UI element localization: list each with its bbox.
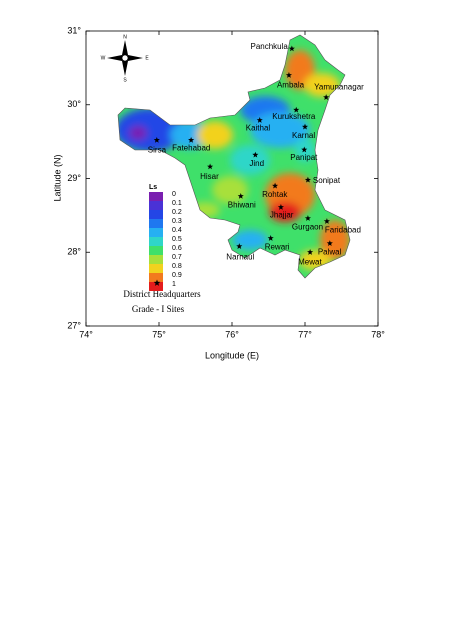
- y-tick-label: 27°: [67, 320, 81, 330]
- district-label: Bhiwani: [228, 200, 256, 209]
- district-label: Sonipat: [313, 176, 341, 185]
- district-marker: [323, 94, 330, 100]
- district-label: Hisar: [200, 172, 219, 181]
- district-marker: [272, 182, 279, 189]
- district-label: Sirsa: [148, 145, 167, 154]
- legend-swatch: [149, 237, 163, 246]
- district-label: Gurgaon: [292, 222, 323, 231]
- state-border: [117, 34, 351, 279]
- district-marker: [277, 204, 284, 210]
- district-marker: [323, 218, 330, 224]
- district-marker: [307, 249, 314, 255]
- legend-swatch: [149, 210, 163, 219]
- district-marker: [301, 123, 309, 130]
- x-tick-label: 78°: [371, 329, 385, 339]
- legend-note: Grade - I Sites: [132, 304, 185, 314]
- district-marker: [188, 136, 195, 143]
- legend-swatch: [149, 282, 163, 291]
- district-marker: [267, 235, 274, 241]
- district-marker: [293, 106, 300, 113]
- legend-swatch: [149, 264, 163, 273]
- legend-label: 0.6: [172, 245, 182, 252]
- district-marker: [207, 163, 214, 170]
- legend-title: Ls: [149, 184, 157, 191]
- y-axis-label: Latitude (N): [52, 154, 62, 201]
- legend-label: 0: [172, 191, 176, 198]
- compass-label: S: [123, 77, 127, 83]
- y-tick-label: 28°: [67, 247, 81, 257]
- district-label: Fatehabad: [172, 143, 210, 152]
- district-label: Panipat: [290, 153, 318, 162]
- compass-label: W: [101, 55, 106, 61]
- district-label: Kaithal: [246, 123, 271, 132]
- district-marker: [256, 117, 263, 123]
- x-axis-label: Longitude (E): [205, 350, 259, 360]
- legend-label: 0.2: [172, 209, 182, 216]
- district-marker: [326, 240, 333, 246]
- district-label: Ambala: [277, 80, 305, 89]
- district-label: Palwal: [318, 248, 342, 257]
- legend-swatch: [149, 228, 163, 237]
- district-label: Jind: [249, 159, 264, 168]
- legend-swatch: [149, 273, 163, 282]
- legend-label: 0.8: [172, 263, 182, 270]
- district-marker: [236, 243, 243, 249]
- x-tick-label: 75°: [152, 329, 166, 339]
- legend-swatch: [149, 192, 163, 201]
- legend-label: 1: [172, 281, 176, 288]
- district-marker: [237, 193, 244, 199]
- compass-rose: N E S W: [101, 34, 150, 83]
- legend-marker-label: District Headquarters: [123, 289, 201, 299]
- legend-marker: [153, 279, 161, 286]
- district-label: Yamunanagar: [314, 82, 364, 91]
- district-marker: [153, 136, 160, 143]
- legend-swatch: [149, 219, 163, 228]
- district-marker: [304, 176, 311, 183]
- legend-label: 0.9: [172, 272, 182, 279]
- district-label: Mewat: [298, 257, 322, 266]
- district-label: Narnaul: [226, 252, 254, 261]
- district-marker: [285, 72, 292, 78]
- x-tick-label: 77°: [298, 329, 312, 339]
- legend-label: 0.3: [172, 218, 182, 225]
- district-marker: [252, 151, 259, 158]
- district-marker: [288, 45, 295, 52]
- legend-label: 0.4: [172, 227, 182, 234]
- district-label: Kurukshetra: [272, 112, 316, 121]
- y-tick-label: 30°: [67, 99, 81, 109]
- district-marker: [301, 146, 308, 153]
- y-tick-label: 29°: [67, 173, 81, 183]
- district-label: Panchkula: [251, 42, 289, 51]
- y-tick-label: 31°: [67, 25, 81, 35]
- legend-label: 0.7: [172, 254, 182, 261]
- x-tick-label: 74°: [79, 329, 93, 339]
- compass-label: E: [145, 55, 149, 61]
- legend-label: 0.5: [172, 236, 182, 243]
- district-label: Jhajjar: [270, 210, 294, 219]
- district-label: Rewari: [265, 242, 290, 251]
- compass-label: N: [123, 34, 127, 40]
- legend-swatch: [149, 246, 163, 255]
- district-label: Rohtak: [262, 190, 288, 199]
- district-label: Karnal: [292, 131, 315, 140]
- legend-label: 0.1: [172, 200, 182, 207]
- district-marker: [304, 215, 311, 221]
- x-tick-label: 76°: [225, 329, 239, 339]
- legend-swatch: [149, 201, 163, 210]
- legend-swatch: [149, 255, 163, 264]
- district-label: Faridabad: [325, 225, 361, 234]
